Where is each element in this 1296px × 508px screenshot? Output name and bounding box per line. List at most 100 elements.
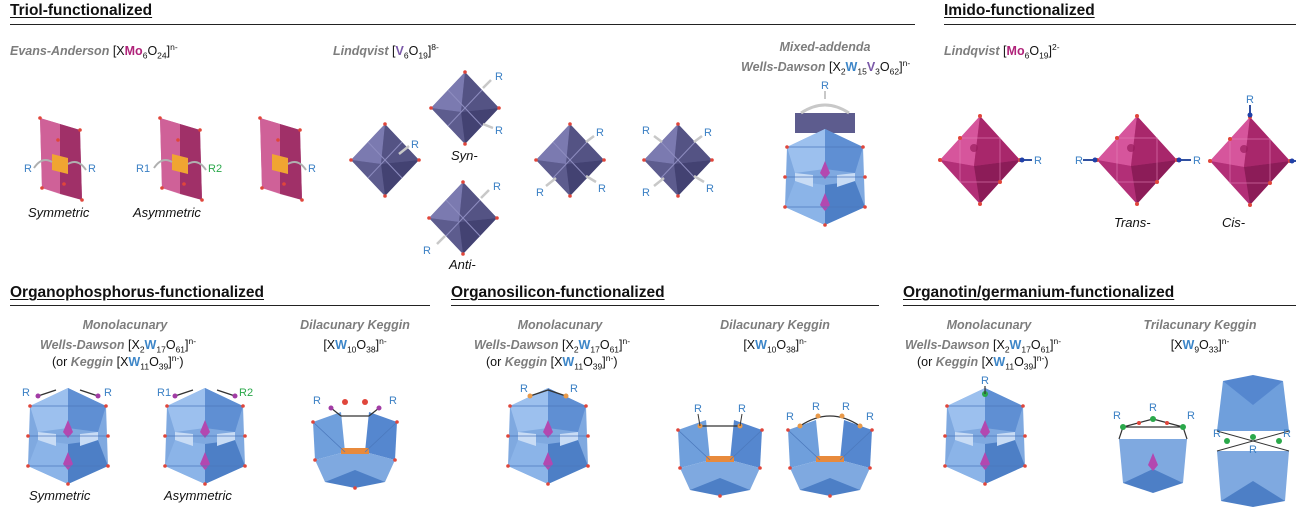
label-mixed-addenda: Mixed-addenda [779, 40, 871, 54]
lindqvist-v6-tetra: R R R R [641, 121, 715, 199]
section-title-imido: Imido-functionalized [944, 2, 1095, 19]
section-rule-triol [10, 24, 915, 25]
tin-trilacunary-dimer: R R R [1213, 375, 1291, 507]
phosphorus-dilacunary: R R [310, 395, 400, 491]
mixed-addenda-wells-dawson: R [782, 80, 868, 228]
lindqvist-v6-tri: R R R [533, 121, 607, 199]
anderson-asymmetric: R1 R2 [136, 116, 222, 202]
label-wells-dawson-mixed: Wells-Dawson [X2W15V3O62]n- [741, 58, 911, 77]
r-label: R [1149, 402, 1157, 414]
r-label: R [706, 183, 714, 195]
caption-asymmetric-phos: Asymmetric [164, 488, 232, 503]
silicon-wd: R R [505, 383, 591, 487]
lindqvist-mo6-cis: R [1207, 94, 1296, 208]
r-label: R [88, 163, 96, 175]
r2-label: R2 [208, 163, 222, 175]
lindqvist-mo6-trans: R R [1075, 113, 1201, 207]
r-label: R [598, 183, 606, 195]
label-trilacunary-keggin: Trilacunary Keggin [1143, 318, 1257, 332]
label-wells-dawson-1: Wells-Dawson [X2W17O61]n- [40, 336, 197, 355]
caption-anti: Anti- [449, 257, 476, 272]
section-rule-imido [944, 24, 1296, 25]
caption-symmetric-phos: Symmetric [29, 488, 91, 503]
r-label: R [1034, 155, 1042, 167]
label-lindqvist-mo6: Lindqvist [Mo6O19]2- [944, 42, 1060, 61]
r1-label: R1 [157, 387, 171, 399]
caption-asymmetric-triol: Asymmetric [133, 205, 201, 220]
r-label: R [313, 395, 321, 407]
r-label: R [493, 181, 501, 193]
r-label: R [704, 127, 712, 139]
label-lindqvist-v6: Lindqvist [V6O19]8- [333, 42, 439, 61]
section-rule-organophosphorus [10, 305, 430, 306]
r-label: R [411, 139, 419, 151]
label-dilacunary-formula-2: [XW10O38]n- [743, 336, 807, 355]
silicon-dilacunary-1: R R [675, 403, 765, 499]
label-monolacunary-1: Monolacunary [82, 318, 168, 332]
r-label: R [495, 125, 503, 137]
caption-symmetric-triol: Symmetric [28, 205, 90, 220]
r-label: R [22, 387, 30, 399]
label-dilacunary-keggin-1: Dilacunary Keggin [300, 318, 410, 332]
r-label: R [1249, 444, 1257, 456]
label-keggin-alt-3: (or Keggin [XW11O39]n-) [917, 353, 1049, 372]
r-label: R [642, 187, 650, 199]
r-label: R [423, 245, 431, 257]
r-label: R [812, 401, 820, 413]
caption-syn: Syn- [451, 148, 478, 163]
r-label: R [981, 375, 989, 387]
r-label: R [842, 401, 850, 413]
r-label: R [821, 80, 829, 92]
r-label: R [1113, 410, 1121, 422]
lindqvist-v6-anti: R R [423, 179, 501, 257]
r-label: R [308, 163, 316, 175]
anderson-third: R [258, 116, 316, 202]
r-label: R [24, 163, 32, 175]
lindqvist-v6-syn: R R [428, 69, 503, 147]
r-label: R [642, 125, 650, 137]
r-label: R [104, 387, 112, 399]
r-label: R [1193, 155, 1201, 167]
r1-label: R1 [136, 163, 150, 175]
section-title-organosilicon: Organosilicon-functionalized [451, 284, 665, 301]
section-title-triol: Triol-functionalized [10, 2, 153, 19]
label-dilacunary-keggin-2: Dilacunary Keggin [720, 318, 830, 332]
silicon-dilacunary-2: R R R R [785, 401, 875, 499]
r-label: R [866, 411, 874, 423]
tin-trilacunary-1: R R R [1113, 402, 1195, 493]
caption-cis: Cis- [1222, 215, 1246, 230]
section-rule-organosilicon [451, 305, 879, 306]
label-dilacunary-formula-1: [XW10O38]n- [323, 336, 387, 355]
r-label: R [520, 383, 528, 395]
r-label: R [596, 127, 604, 139]
r-label: R [536, 187, 544, 199]
r2-label: R2 [239, 387, 253, 399]
lindqvist-v6-mono: R [348, 121, 422, 199]
r-label: R [1246, 94, 1254, 106]
label-keggin-alt-1: (or Keggin [XW11O39]n-) [52, 353, 184, 372]
r-label: R [694, 403, 702, 415]
r-label: R [389, 395, 397, 407]
phosphorus-wd-asymmetric: R1 R2 [157, 387, 253, 487]
section-rule-organotin [903, 305, 1296, 306]
r-label: R [1187, 410, 1195, 422]
phosphorus-wd-symmetric: R R [22, 387, 112, 487]
lindqvist-mo6-mono: R [937, 113, 1042, 207]
label-keggin-alt-2: (or Keggin [XW11O39]n-) [486, 353, 618, 372]
r-label: R [1075, 155, 1083, 167]
label-evans-anderson: Evans-Anderson [XMo6O24]n- [10, 42, 178, 61]
r-label: R [1283, 428, 1291, 440]
r-label: R [738, 403, 746, 415]
section-title-organotin: Organotin/germanium-functionalized [903, 284, 1175, 301]
caption-trans: Trans- [1114, 215, 1151, 230]
label-monolacunary-3: Monolacunary [946, 318, 1032, 332]
tin-wd: R [942, 375, 1028, 487]
section-title-organophosphorus: Organophosphorus-functionalized [10, 284, 265, 301]
label-wells-dawson-2: Wells-Dawson [X2W17O61]n- [474, 336, 631, 355]
label-trilacunary-formula: [XW9O33]n- [1170, 336, 1230, 355]
r-label: R [1213, 428, 1221, 440]
r-label: R [495, 71, 503, 83]
anderson-symmetric: R R [24, 116, 96, 202]
r-label: R [786, 411, 794, 423]
r-label: R [570, 383, 578, 395]
